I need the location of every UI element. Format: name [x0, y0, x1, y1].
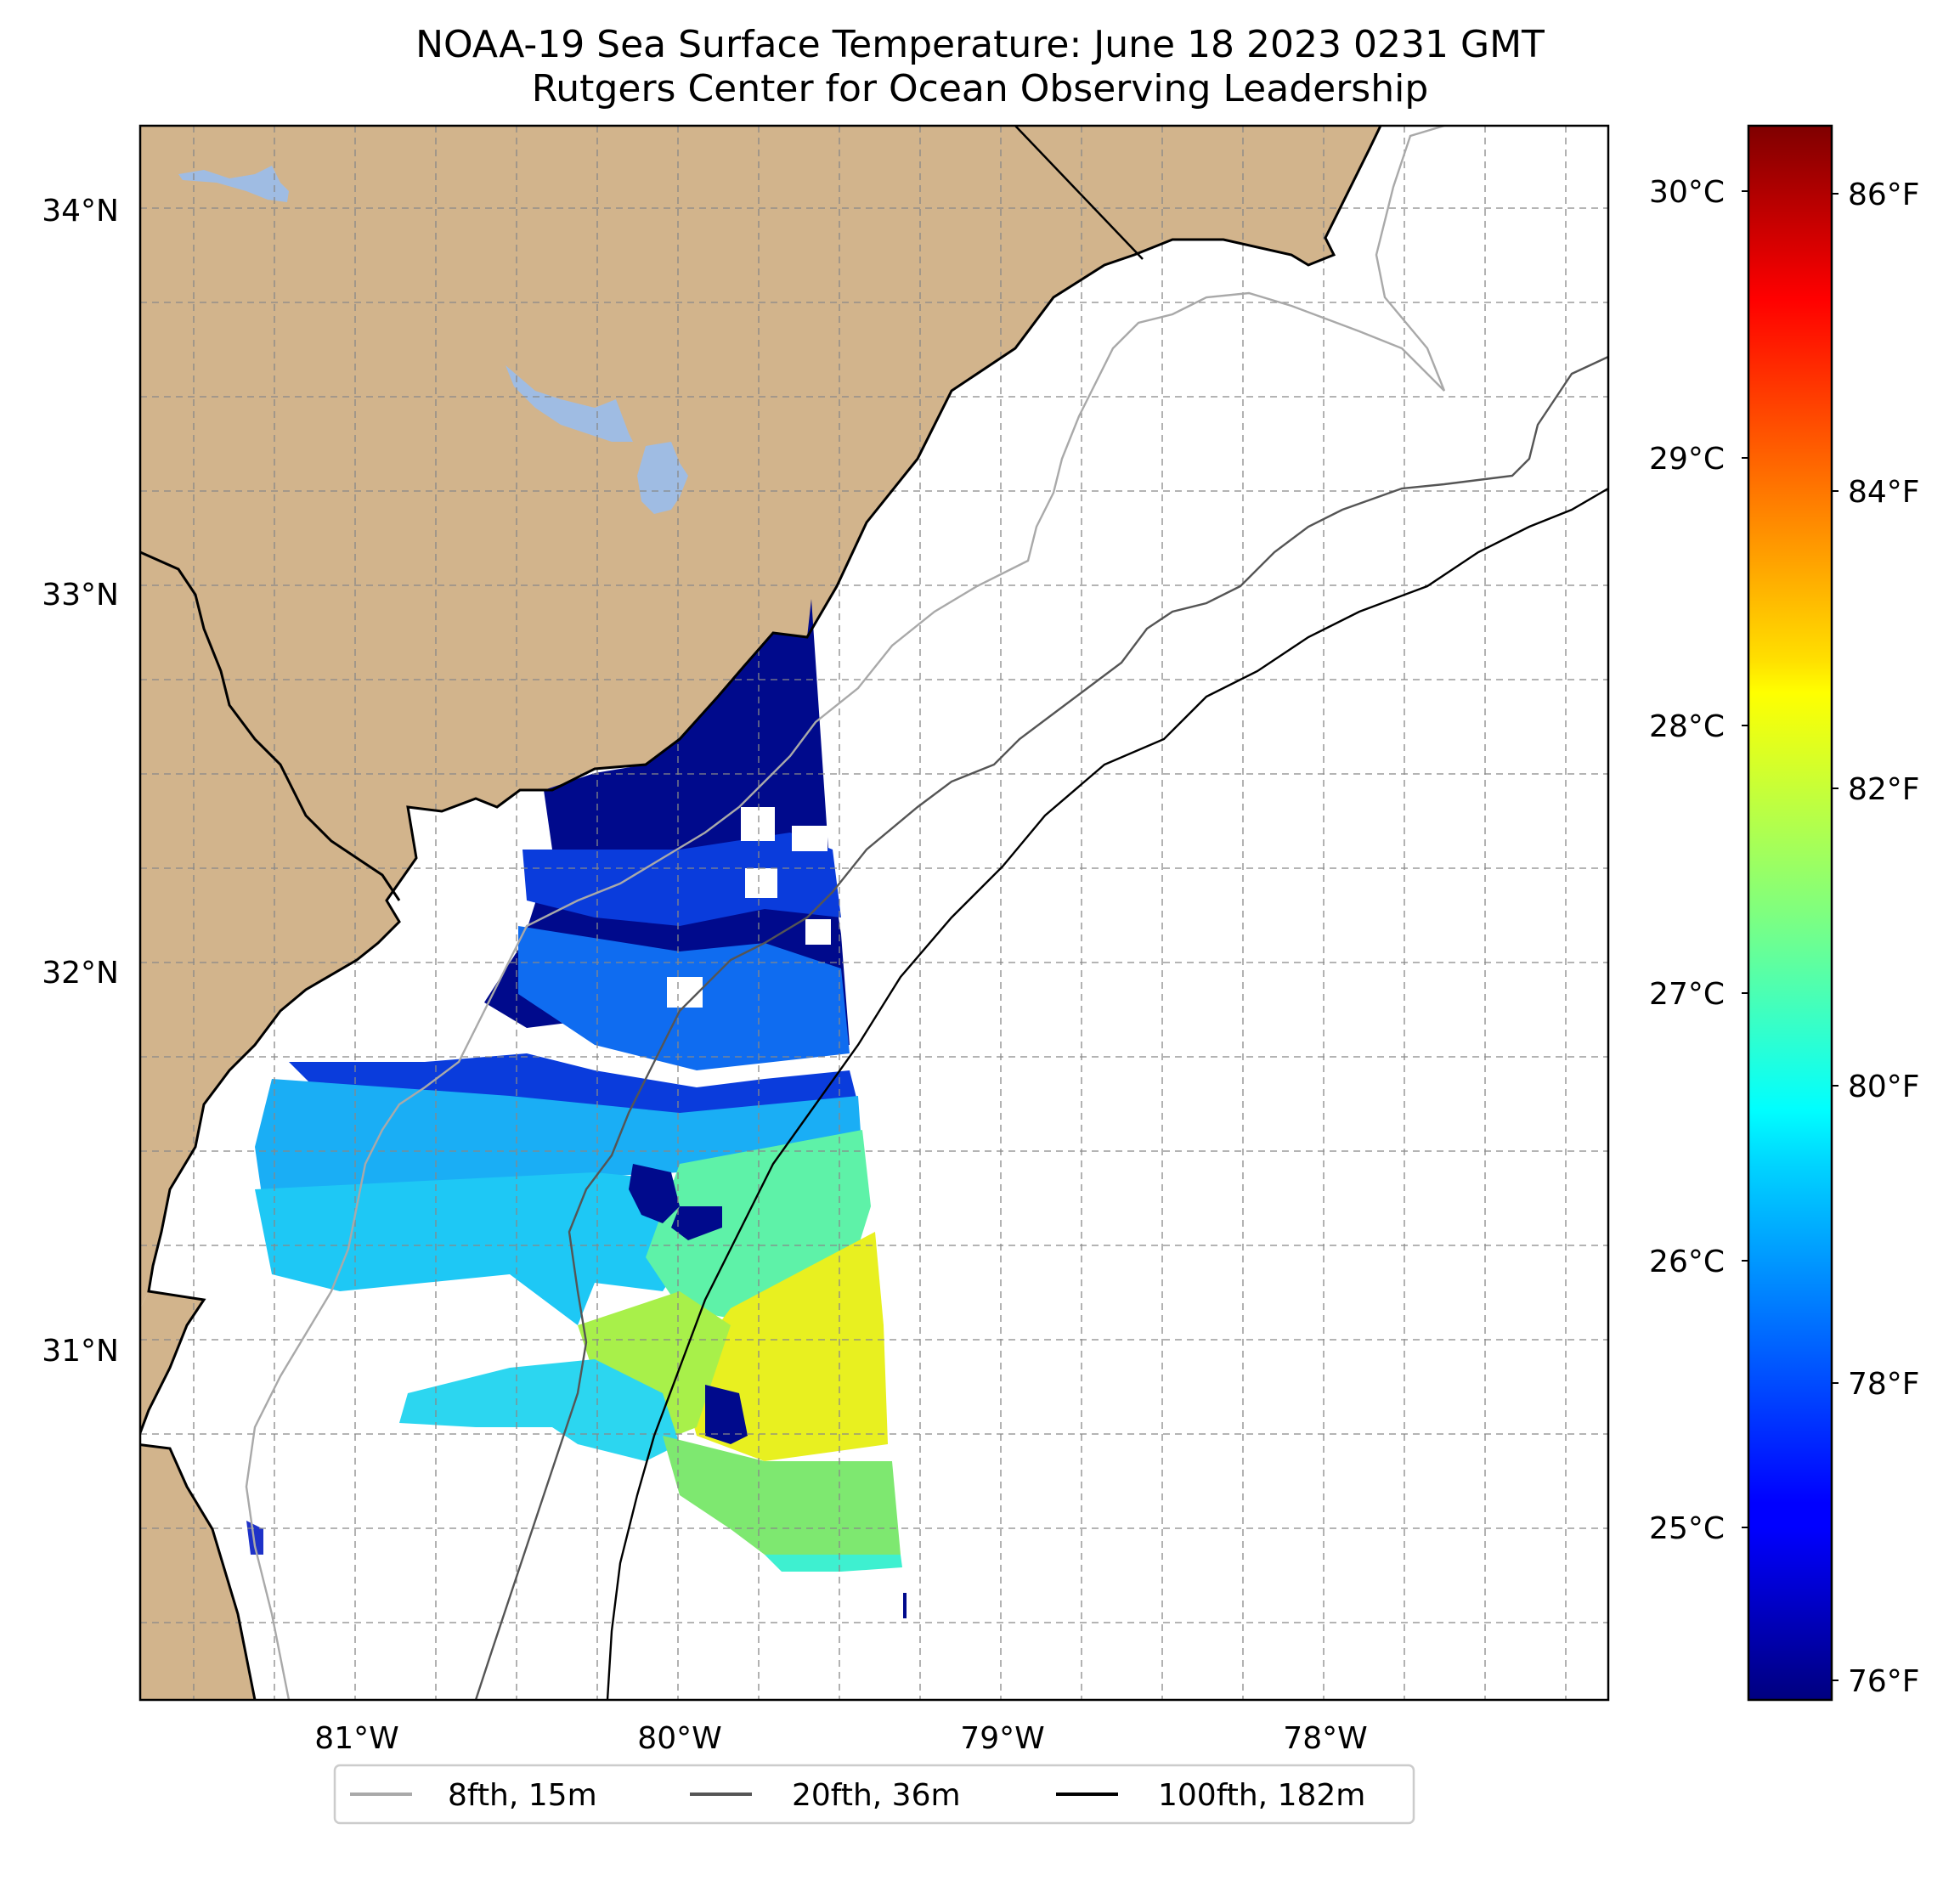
lon-label-80: 80°W — [637, 1721, 721, 1756]
cb-c-26: 26°C — [1649, 1245, 1725, 1279]
legend-label-36m: 20fth, 36m — [792, 1778, 961, 1813]
lon-label-79: 79°W — [960, 1721, 1044, 1756]
gridlines — [140, 126, 1608, 1700]
lon-label-81: 81°W — [314, 1721, 398, 1756]
isobath-15m — [245, 126, 1446, 1700]
cb-c-27: 27°C — [1649, 977, 1725, 1012]
cb-f-78: 78°F — [1848, 1367, 1920, 1402]
cb-f-80: 80°F — [1848, 1070, 1920, 1104]
lat-label-31: 31°N — [42, 1334, 119, 1369]
map-subtitle: Rutgers Center for Ocean Observing Leade… — [531, 67, 1429, 110]
cb-f-84: 84°F — [1848, 475, 1920, 510]
map-area — [140, 126, 1608, 1700]
cb-f-86: 86°F — [1848, 178, 1920, 212]
lon-label-78: 78°W — [1283, 1721, 1367, 1756]
legend-label-182m: 100fth, 182m — [1158, 1778, 1365, 1813]
land-mass — [140, 126, 1381, 1308]
lat-labels: 34°N 33°N 32°N 31°N — [42, 194, 119, 1369]
colorbar-fahrenheit-labels: 86°F 84°F 82°F 80°F 78°F 76°F — [1848, 178, 1920, 1699]
cb-c-29: 29°C — [1649, 442, 1725, 477]
colorbar — [1747, 124, 1833, 1702]
cb-f-76: 76°F — [1848, 1664, 1920, 1699]
lon-labels: 81°W 80°W 79°W 78°W — [314, 1721, 1367, 1756]
isobath-legend: 8fth, 15m 20fth, 36m 100fth, 182m — [333, 1764, 1415, 1825]
lat-label-34: 34°N — [42, 194, 119, 229]
colorbar-celsius-labels: 30°C 29°C 28°C 27°C 26°C 25°C — [1649, 175, 1725, 1546]
lake-marion — [178, 166, 289, 202]
cb-f-82: 82°F — [1848, 772, 1920, 807]
map-title: NOAA-19 Sea Surface Temperature: June 18… — [415, 23, 1545, 66]
lake-moultrie-east — [637, 442, 688, 514]
cb-c-25: 25°C — [1649, 1511, 1725, 1546]
map-frame — [138, 124, 1610, 1702]
land-mass-southwest — [140, 1444, 255, 1700]
state-border-nc-sc — [1014, 126, 1144, 260]
cb-c-30: 30°C — [1649, 175, 1725, 210]
sst-swath — [246, 599, 907, 1618]
legend-label-15m: 8fth, 15m — [448, 1778, 597, 1813]
isobath-36m — [474, 355, 1608, 1700]
lat-label-32: 32°N — [42, 956, 119, 991]
state-border-river — [140, 550, 401, 901]
lake-moultrie — [506, 365, 633, 442]
cb-c-28: 28°C — [1649, 709, 1725, 744]
lat-label-33: 33°N — [42, 578, 119, 613]
coastline — [140, 126, 1382, 1700]
isobath-182m — [606, 487, 1608, 1700]
